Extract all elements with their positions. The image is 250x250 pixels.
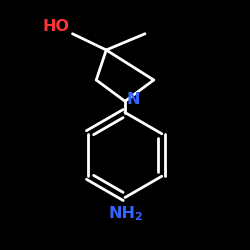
Text: NH: NH — [109, 206, 136, 221]
Text: HO: HO — [43, 19, 70, 34]
Text: N: N — [127, 92, 140, 108]
Text: 2: 2 — [134, 212, 142, 222]
